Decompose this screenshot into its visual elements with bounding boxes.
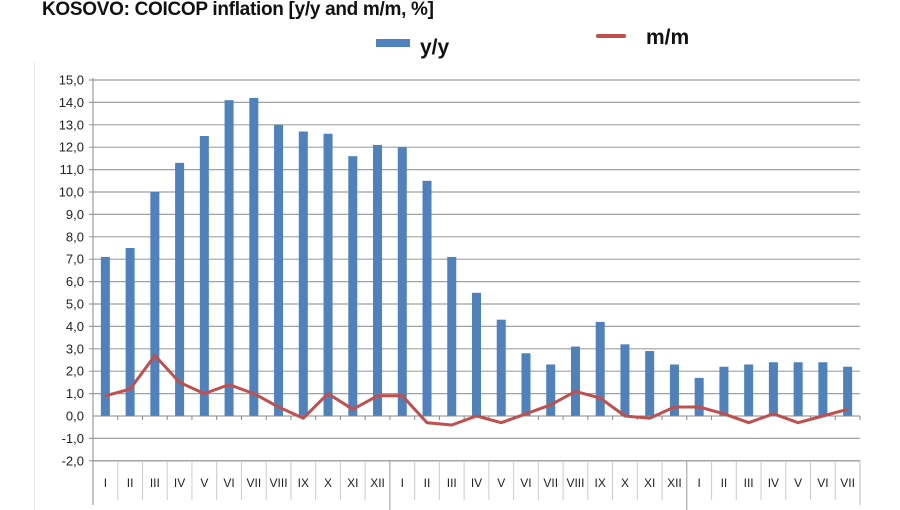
bar: [669, 364, 679, 416]
x-tick-label: VI: [520, 476, 531, 490]
bar: [373, 144, 383, 416]
x-tick-label: V: [794, 476, 802, 490]
legend-bar-swatch-icon: [376, 39, 410, 47]
x-tick-label: II: [424, 476, 431, 490]
y-tick-label: 7,0: [66, 252, 84, 267]
bar: [125, 248, 135, 416]
bar: [620, 344, 630, 416]
bar: [249, 97, 259, 417]
bar: [224, 100, 234, 416]
x-tick-label: VII: [246, 476, 261, 490]
y-tick-label: -2,0: [62, 453, 84, 468]
bar: [793, 362, 803, 416]
x-tick-label: X: [324, 476, 332, 490]
legend-label-yy: y/y: [420, 36, 450, 59]
y-tick-label: 3,0: [66, 341, 84, 356]
bar: [768, 362, 778, 416]
bar: [150, 192, 160, 416]
x-tick-label: II: [127, 476, 134, 490]
x-tick-label: III: [744, 476, 754, 490]
x-tick-label: IX: [298, 476, 309, 490]
x-tick-label: XI: [644, 476, 655, 490]
y-tick-label: 6,0: [66, 274, 84, 289]
y-tick-label: -1,0: [62, 431, 84, 446]
x-tick-label: VI: [817, 476, 828, 490]
bar: [323, 133, 333, 416]
x-tick-label: XII: [667, 476, 682, 490]
x-tick-label: X: [621, 476, 629, 490]
bar: [818, 362, 828, 416]
bar: [397, 147, 407, 416]
series-mm-line: [105, 354, 848, 427]
legend-label-mm: m/m: [646, 26, 690, 49]
x-tick-label: IV: [768, 476, 779, 490]
x-tick-label: XI: [347, 476, 358, 490]
legend-item-yy: y/y: [376, 30, 449, 60]
x-tick-label: I: [698, 476, 701, 490]
x-tick-label: IX: [595, 476, 606, 490]
bar: [521, 353, 531, 416]
x-tick-label: IV: [471, 476, 482, 490]
x-axis-categories: I II III IV V VI VII VIII IX X XI XII I II III IV V VI VII…: [93, 460, 861, 510]
x-tick-label: IV: [174, 476, 185, 490]
y-tick-label: 4,0: [66, 319, 84, 334]
x-tick-label: VI: [223, 476, 234, 490]
bar: [348, 156, 358, 416]
bar: [719, 366, 729, 416]
x-tick-label: VIII: [566, 476, 584, 490]
y-tick-label: 8,0: [66, 229, 84, 244]
bar: [298, 131, 308, 416]
bar: [694, 377, 704, 416]
x-tick-label: III: [447, 476, 457, 490]
y-tick-label: 13,0: [59, 117, 84, 132]
bar: [645, 351, 655, 416]
chart-title: KOSOVO: COICOP inflation [y/y and m/m, %…: [42, 0, 434, 20]
y-tick-label: 9,0: [66, 207, 84, 222]
bar: [422, 180, 432, 416]
x-tick-label: V: [200, 476, 208, 490]
bar: [100, 256, 110, 416]
bar: [744, 364, 754, 416]
x-tick-label: II: [721, 476, 728, 490]
bar: [496, 319, 506, 416]
bar: [175, 162, 185, 416]
x-tick-label: I: [401, 476, 404, 490]
bar: [447, 256, 457, 416]
x-tick-label: XII: [370, 476, 385, 490]
bar: [274, 124, 284, 417]
y-tick-label: 1,0: [66, 386, 84, 401]
x-tick-label: VII: [840, 476, 855, 490]
bar: [199, 136, 209, 416]
x-tick-label: VII: [543, 476, 558, 490]
bar: [570, 346, 580, 416]
series-yy-bars: [100, 97, 853, 417]
y-tick-label: 11,0: [60, 162, 84, 177]
y-tick-label: 5,0: [66, 297, 84, 312]
bar: [472, 292, 481, 416]
legend-item-mm: m/m: [596, 26, 689, 50]
x-tick-label: I: [104, 476, 107, 490]
chart-frame: [34, 62, 885, 510]
legend-line-swatch-icon: [596, 34, 626, 38]
y-tick-label: 14,0: [59, 95, 84, 110]
bar: [546, 364, 556, 416]
y-tick-label: 0,0: [66, 409, 84, 424]
y-tick-label: 2,0: [66, 364, 84, 379]
x-tick-label: III: [150, 476, 160, 490]
x-tick-label: VIII: [270, 476, 288, 490]
y-tick-label: 12,0: [59, 140, 84, 155]
bar: [595, 321, 605, 416]
x-tick-label: V: [497, 476, 505, 490]
bar: [843, 366, 853, 416]
y-tick-label: 10,0: [59, 185, 84, 200]
y-tick-label: 15,0: [59, 73, 84, 88]
